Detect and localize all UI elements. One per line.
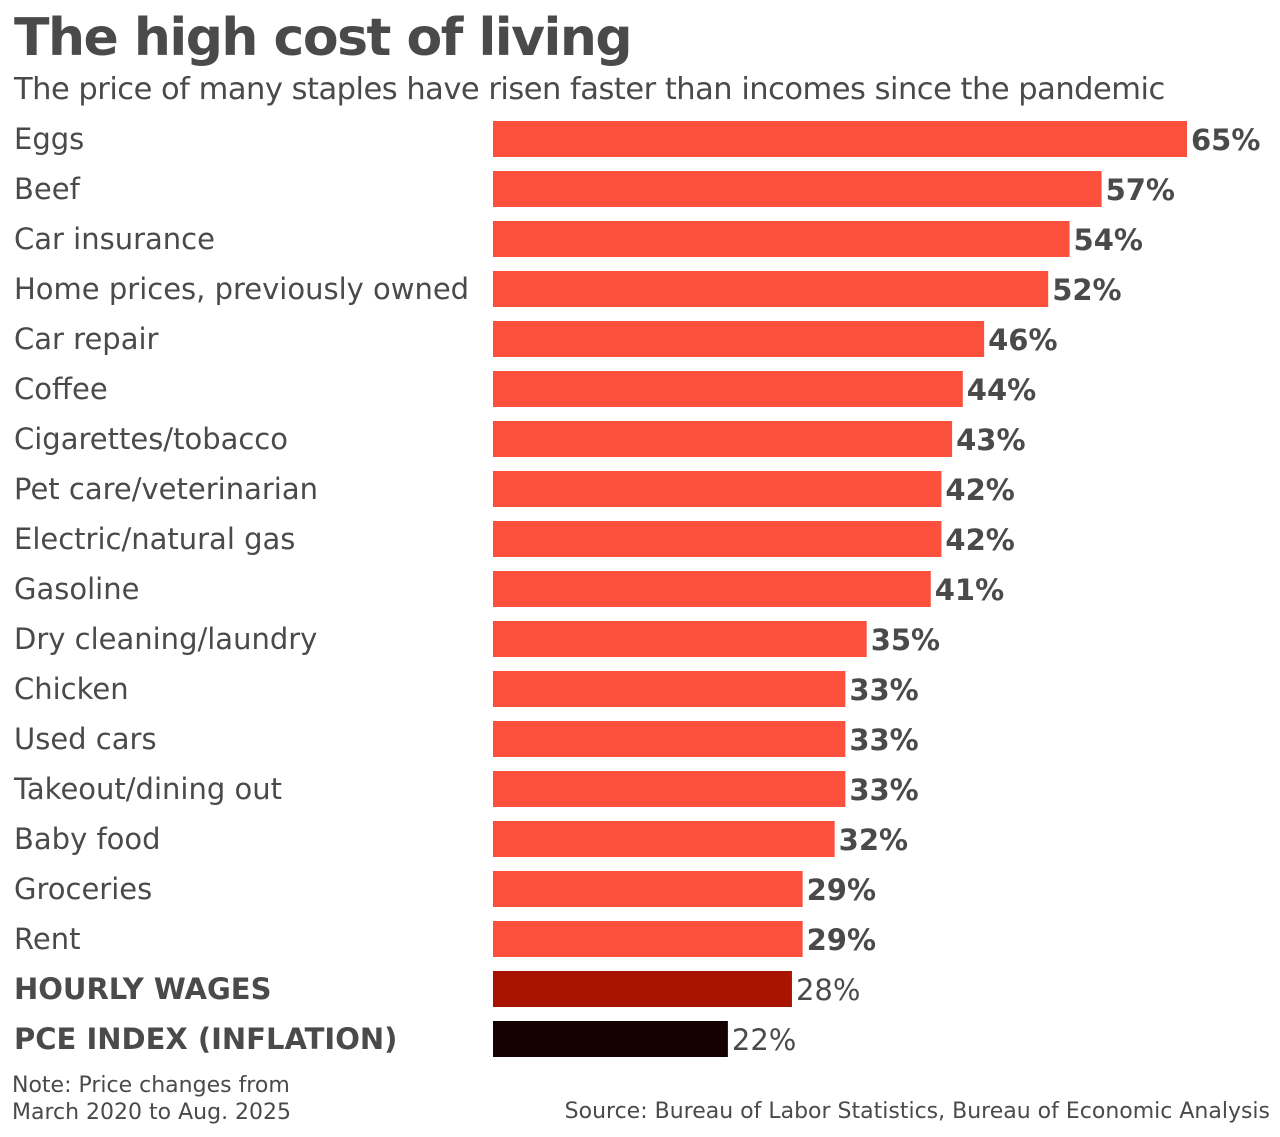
category-label: Cigarettes/tobacco — [14, 422, 288, 456]
chart-title: The high cost of living — [14, 8, 633, 68]
value-label: 42% — [945, 523, 1014, 557]
bar — [493, 1021, 728, 1057]
value-label: 35% — [871, 623, 940, 657]
category-label: Electric/natural gas — [14, 522, 295, 556]
bar — [493, 471, 942, 507]
bar — [493, 971, 792, 1007]
category-label: Baby food — [14, 822, 161, 856]
category-label: PCE INDEX (INFLATION) — [14, 1022, 397, 1056]
bar — [493, 671, 846, 707]
note-line-2: March 2020 to Aug. 2025 — [12, 1100, 292, 1125]
category-label: Gasoline — [14, 572, 139, 606]
bar — [493, 571, 931, 607]
bar — [493, 421, 953, 457]
value-label: 33% — [849, 773, 918, 807]
value-label: 28% — [796, 973, 860, 1007]
value-label: 43% — [956, 423, 1025, 457]
value-label: 22% — [732, 1023, 796, 1057]
bar — [493, 371, 963, 407]
value-label: 29% — [807, 873, 876, 907]
chart-subtitle: The price of many staples have risen fas… — [14, 72, 1165, 107]
bar — [493, 221, 1070, 257]
category-label: Groceries — [14, 872, 152, 906]
category-label: Car insurance — [14, 222, 215, 256]
category-label: Chicken — [14, 672, 129, 706]
value-label: 52% — [1052, 273, 1121, 307]
bar — [493, 871, 803, 907]
value-label: 46% — [988, 323, 1057, 357]
category-label: Home prices, previously owned — [14, 272, 469, 306]
chart-source: Source: Bureau of Labor Statistics, Bure… — [564, 1099, 1270, 1124]
chart-note: Note: Price changes from March 2020 to A… — [12, 1072, 291, 1126]
note-line-1: Note: Price changes from — [12, 1073, 290, 1098]
value-label: 41% — [935, 573, 1004, 607]
category-label: Pet care/veterinarian — [14, 472, 318, 506]
bar — [493, 171, 1102, 207]
value-label: 42% — [945, 473, 1014, 507]
category-label: Beef — [14, 172, 81, 206]
category-label: Used cars — [14, 722, 157, 756]
value-label: 44% — [967, 373, 1036, 407]
category-label: Coffee — [14, 372, 108, 406]
bar — [493, 271, 1049, 307]
category-label: Takeout/dining out — [13, 772, 282, 806]
bar — [493, 921, 803, 957]
value-label: 33% — [849, 723, 918, 757]
bar — [493, 621, 867, 657]
value-label: 32% — [839, 823, 908, 857]
category-label: HOURLY WAGES — [14, 972, 272, 1006]
value-label: 57% — [1106, 173, 1175, 207]
value-label: 29% — [807, 923, 876, 957]
bar — [493, 771, 846, 807]
value-label: 33% — [849, 673, 918, 707]
category-label: Rent — [14, 922, 80, 956]
bar — [493, 121, 1187, 157]
bar — [493, 821, 835, 857]
bar — [493, 321, 985, 357]
category-label: Eggs — [14, 122, 84, 156]
value-label: 54% — [1074, 223, 1143, 257]
value-label: 65% — [1191, 123, 1260, 157]
bar — [493, 521, 942, 557]
bar — [493, 721, 846, 757]
category-label: Car repair — [14, 322, 159, 356]
category-label: Dry cleaning/laundry — [14, 622, 317, 656]
